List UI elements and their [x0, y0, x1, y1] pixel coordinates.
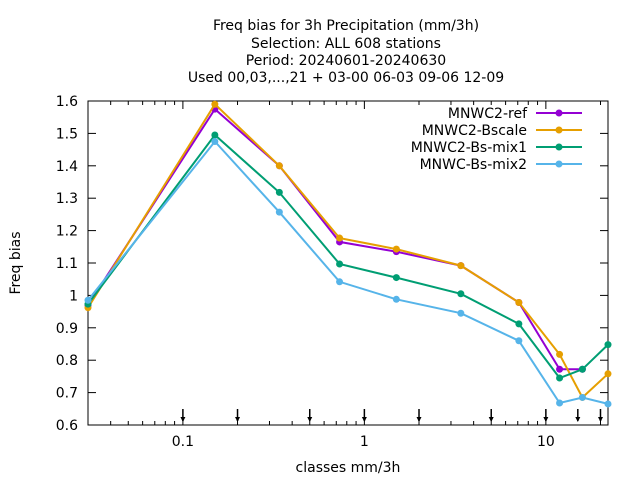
- x-tick-label: 10: [537, 434, 555, 450]
- data-point: [275, 208, 283, 216]
- y-tick-label: 0.8: [56, 353, 78, 369]
- data-point: [578, 365, 586, 373]
- data-point: [336, 260, 344, 268]
- data-point: [336, 234, 344, 242]
- data-point: [604, 370, 612, 378]
- legend-item: MNWC2-ref: [448, 106, 582, 122]
- class-marker-arrow: [307, 409, 313, 422]
- title-line-1: Freq bias for 3h Precipitation (mm/3h): [213, 18, 479, 34]
- data-point: [515, 299, 523, 307]
- x-tick-label: 1: [360, 434, 369, 450]
- series-mnwc2-bs-mix1: [84, 131, 612, 382]
- data-point: [556, 365, 564, 373]
- series-line: [87, 133, 609, 380]
- class-marker-head: [361, 417, 367, 422]
- data-point: [211, 100, 219, 108]
- data-point: [211, 131, 219, 139]
- class-marker-head: [180, 417, 186, 422]
- class-marker-arrow: [235, 409, 241, 422]
- data-point: [515, 337, 523, 345]
- title-line-3: Period: 20240601-20240630: [246, 53, 446, 69]
- class-marker-head: [307, 417, 313, 422]
- legend-label: MNWC-Bs-mix2: [420, 157, 527, 173]
- class-marker-arrow: [180, 409, 186, 422]
- class-marker-head: [575, 417, 581, 422]
- data-point: [275, 162, 283, 170]
- title-line-4: Used 00,03,...,21 + 03-00 06-03 09-06 12…: [188, 70, 504, 86]
- y-tick-label: 1.4: [56, 159, 78, 175]
- class-marker-head: [416, 417, 422, 422]
- legend-marker: [555, 109, 563, 117]
- legend-marker: [555, 160, 563, 168]
- class-marker-arrow: [597, 409, 603, 422]
- class-boundary-markers: [180, 409, 603, 422]
- y-tick-label: 1: [69, 288, 78, 304]
- legend-marker: [555, 143, 563, 151]
- series-mnwc2-bscale: [84, 100, 612, 401]
- data-point: [578, 393, 586, 401]
- class-marker-arrow: [543, 409, 549, 422]
- title-line-2: Selection: ALL 608 stations: [251, 36, 441, 52]
- data-point: [556, 374, 564, 382]
- class-marker-arrow: [361, 409, 367, 422]
- class-marker-head: [488, 417, 494, 422]
- data-point: [211, 138, 219, 145]
- y-axis: 0.6 0.7 0.8 0.9 1 1.1 1.2 1.3 1.4 1.5 1.6: [56, 94, 608, 434]
- plot-area-frame: [87, 100, 609, 426]
- x-axis: 0.1 1 10: [87, 101, 601, 450]
- chart-title: Freq bias for 3h Precipitation (mm/3h) S…: [188, 18, 504, 86]
- data-point: [556, 399, 564, 407]
- legend-label: MNWC2-Bscale: [422, 123, 527, 139]
- legend-item: MNWC-Bs-mix2: [420, 157, 582, 173]
- data-point: [604, 341, 612, 349]
- data-point: [392, 245, 400, 253]
- legend-item: MNWC2-Bscale: [422, 123, 582, 139]
- y-axis-label: Freq bias: [8, 231, 24, 294]
- data-point: [336, 278, 344, 286]
- y-tick-label: 0.9: [56, 321, 78, 337]
- y-tick-label: 1.1: [56, 256, 78, 272]
- data-point: [457, 309, 465, 317]
- legend-item: MNWC2-Bs-mix1: [411, 140, 582, 156]
- y-tick-label: 1.6: [56, 94, 78, 110]
- y-tick-label: 0.6: [56, 418, 78, 434]
- series-mnwc-bs-mix2: [84, 138, 612, 408]
- class-marker-arrow: [416, 409, 422, 422]
- data-point: [392, 295, 400, 303]
- series-layer: [84, 100, 612, 408]
- data-point: [515, 320, 523, 328]
- data-point: [392, 274, 400, 282]
- series-line: [87, 102, 609, 400]
- legend-label: MNWC2-Bs-mix1: [411, 140, 527, 156]
- y-tick-label: 0.7: [56, 386, 78, 402]
- legend-marker: [555, 126, 563, 134]
- data-point: [457, 290, 465, 298]
- series-line: [87, 139, 609, 405]
- y-tick-label: 1.5: [56, 126, 78, 142]
- data-point: [556, 350, 564, 358]
- class-marker-arrow: [575, 409, 581, 422]
- class-marker-arrow: [488, 409, 494, 422]
- class-marker-head: [597, 417, 603, 422]
- data-point: [84, 296, 92, 304]
- legend: MNWC2-refMNWC2-BscaleMNWC2-Bs-mix1MNWC-B…: [411, 106, 582, 173]
- x-axis-label: classes mm/3h: [296, 460, 401, 476]
- class-marker-head: [543, 417, 549, 422]
- data-point: [457, 262, 465, 270]
- x-tick-label: 0.1: [172, 434, 194, 450]
- data-point: [604, 400, 612, 408]
- data-point: [275, 188, 283, 196]
- class-marker-head: [235, 417, 241, 422]
- y-tick-label: 1.3: [56, 191, 78, 207]
- y-tick-label: 1.2: [56, 224, 78, 240]
- legend-label: MNWC2-ref: [448, 106, 528, 122]
